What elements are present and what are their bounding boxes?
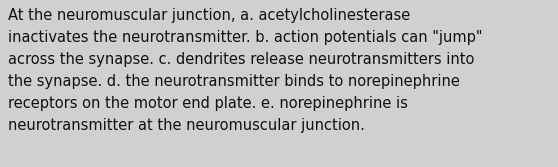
Text: At the neuromuscular junction, a. acetylcholinesterase: At the neuromuscular junction, a. acetyl…	[8, 8, 411, 23]
Text: receptors on the motor end plate. e. norepinephrine is: receptors on the motor end plate. e. nor…	[8, 96, 408, 111]
Text: the synapse. d. the neurotransmitter binds to norepinephrine: the synapse. d. the neurotransmitter bin…	[8, 74, 460, 89]
Text: inactivates the neurotransmitter. b. action potentials can "jump": inactivates the neurotransmitter. b. act…	[8, 30, 483, 45]
Text: neurotransmitter at the neuromuscular junction.: neurotransmitter at the neuromuscular ju…	[8, 118, 365, 133]
Text: across the synapse. c. dendrites release neurotransmitters into: across the synapse. c. dendrites release…	[8, 52, 475, 67]
